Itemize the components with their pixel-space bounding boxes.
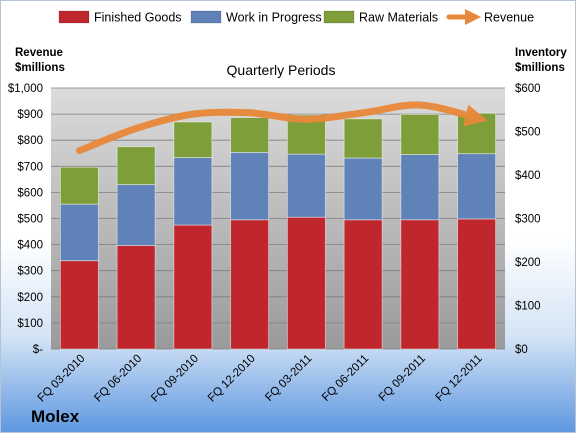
bar-segment [173,121,213,158]
bar-segment [343,118,383,159]
legend-label: Revenue [484,11,534,25]
company-name: Molex [31,407,80,426]
x-tick-label: FQ 12-2010 [206,353,258,405]
left-tick-label: $400 [17,240,43,252]
legend-label: Raw Materials [359,11,438,25]
legend-swatch [323,10,355,24]
plot-title: Quarterly Periods [227,62,336,78]
bar-segment [286,153,326,218]
left-tick-label: $1,000 [8,83,43,95]
revenue-line-path [75,101,488,155]
bar-segment [59,260,99,350]
bar-segment [230,117,270,153]
legend-label: Finished Goods [94,11,182,25]
x-tick-label: FQ 06-2011 [320,353,371,404]
bar-segment [173,157,213,226]
right-tick-label: $300 [515,214,541,226]
x-tick-label: FQ 09-2011 [377,353,428,404]
revenue-line [75,101,488,155]
right-axis-title-line1: Inventory [515,47,567,59]
x-axis-ticks: FQ 03-2010 FQ 06-2010 FQ 09-2010 FQ 12-2010… [36,353,485,405]
legend-label: Work in Progress [226,11,322,25]
left-tick-label: $600 [17,187,43,199]
left-tick-label: $- [33,344,43,356]
right-axis-ticks: $0 $100 $200 $300 $400 $500 $600 [515,83,541,356]
right-tick-label: $0 [515,344,528,356]
x-tick-label: FQ 03-2011 [263,353,314,404]
right-tick-label: $400 [515,170,541,182]
left-tick-label: $700 [17,161,43,173]
bar-segment [59,166,99,205]
left-tick-label: $100 [17,318,43,330]
bar-segment [230,219,270,350]
bar-segment [116,245,156,350]
left-tick-label: $900 [17,109,43,121]
x-tick-label: FQ 09-2010 [149,353,201,405]
bar-segment [116,184,156,246]
bar-stacks [59,112,497,350]
bar-segment [457,153,497,220]
bar-segment [400,219,440,350]
legend-swatch [58,10,90,24]
left-tick-label: $300 [17,266,43,278]
left-axis-ticks: $- $100 $200 $300 $400 $500 $600 $700 $800 $900 $1… [8,83,43,356]
x-tick-label: FQ 03-2010 [36,353,88,405]
right-tick-label: $500 [515,127,541,139]
bar-segment [343,157,383,221]
bar-segment [230,151,270,221]
bar-segment [400,154,440,221]
left-axis-title-line1: Revenue [15,47,63,59]
right-axis-title-line2: $millions [515,62,565,74]
bar-segment [116,146,156,185]
left-axis-title-line2: $millions [15,62,65,74]
bar-segment [173,224,213,350]
x-tick-label: FQ 12-2011 [433,353,484,404]
x-tick-label: FQ 06-2010 [92,353,144,405]
legend: Finished Goods Work in Progress Raw Materi… [58,8,534,26]
bar-segment [286,216,326,350]
right-tick-label: $100 [515,301,541,313]
bar-segment [343,219,383,350]
bar-segment [59,203,99,262]
right-tick-label: $600 [515,83,541,95]
left-tick-label: $800 [17,135,43,147]
right-tick-label: $200 [515,257,541,269]
bar-segment [457,218,497,350]
left-tick-label: $200 [17,292,43,304]
left-tick-label: $500 [17,214,43,226]
legend-swatch [190,10,222,24]
bar-segment [400,114,440,155]
